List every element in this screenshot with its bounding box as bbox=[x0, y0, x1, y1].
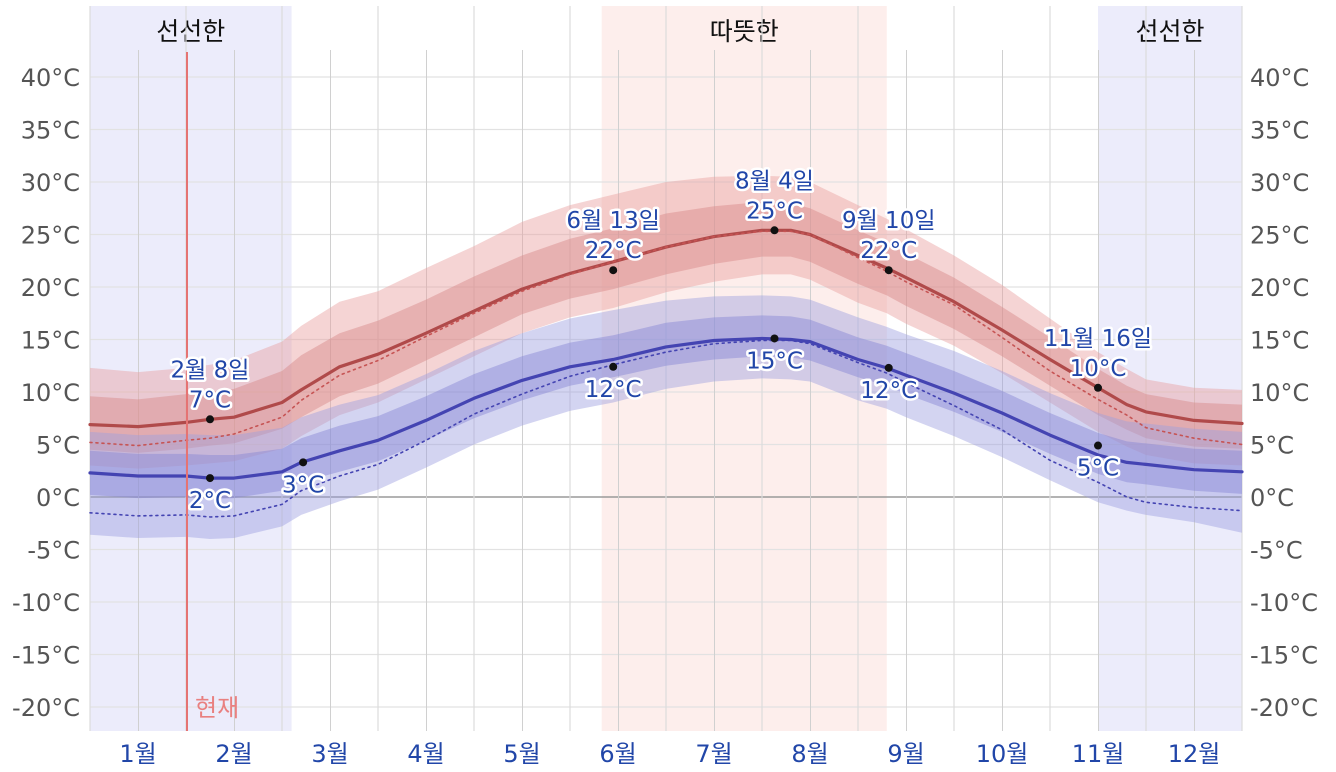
month-label: 8월 bbox=[791, 740, 828, 768]
y-tick-label: 0°C bbox=[36, 484, 80, 512]
highlight-point bbox=[206, 474, 214, 483]
month-label: 7월 bbox=[695, 740, 732, 768]
highlight-point bbox=[609, 266, 618, 275]
month-label: 11월 bbox=[1072, 740, 1125, 768]
annotation-label: 15°C bbox=[746, 348, 803, 374]
y-tick-label: -20°C bbox=[12, 694, 80, 722]
low_outer-band bbox=[90, 295, 1242, 539]
y-tick-label: -15°C bbox=[12, 642, 80, 670]
y-tick-label: -5°C bbox=[1250, 537, 1303, 565]
y-tick-label: 5°C bbox=[36, 432, 80, 460]
season-band bbox=[601, 6, 887, 731]
highlight-point bbox=[884, 363, 893, 372]
month-label: 4월 bbox=[407, 740, 444, 768]
y-tick-label: -5°C bbox=[27, 537, 80, 565]
y-axis-right: 40°C 35°C 30°C 25°C 20°C 15°C 10°C 5°C 0°C -5°C -1… bbox=[1250, 64, 1318, 722]
annotation-label: 8월 4일 bbox=[735, 168, 814, 194]
current-date-marker: 현재 bbox=[186, 52, 239, 731]
highlight-points bbox=[206, 226, 1102, 483]
grid-lines bbox=[89, 6, 1243, 731]
season-label: 선선한 bbox=[1135, 17, 1204, 46]
low-line bbox=[88, 336, 1244, 480]
annotation-label: 22°C bbox=[860, 238, 917, 264]
y-tick-label: 10°C bbox=[21, 379, 80, 407]
y-tick-label: 30°C bbox=[1250, 169, 1309, 197]
month-label: 3월 bbox=[311, 740, 348, 768]
high_outer-band bbox=[90, 175, 1242, 469]
y-axis-left: 40°C 35°C 30°C 25°C 20°C 15°C 10°C 5°C 0°C -5°C -1… bbox=[12, 64, 80, 722]
annotation-label: 12°C bbox=[860, 378, 917, 404]
highlight-point bbox=[884, 266, 893, 275]
highlight-point bbox=[206, 415, 214, 424]
highlight-point bbox=[770, 226, 779, 235]
low_dotted-line bbox=[89, 339, 1243, 518]
y-tick-label: -20°C bbox=[1250, 694, 1318, 722]
y-tick-label: 25°C bbox=[21, 222, 80, 250]
y-tick-label: 15°C bbox=[1250, 327, 1309, 355]
y-tick-label: 35°C bbox=[1250, 117, 1309, 145]
month-label: 9월 bbox=[887, 740, 924, 768]
annotation-label: 10°C bbox=[1070, 356, 1127, 382]
highlight-point bbox=[770, 334, 779, 343]
annotations: 2월 8일 7°C 2°C 3°C 6월 13일 22°C 12°C 8월 4일 25°C 15°… bbox=[168, 166, 1155, 517]
y-tick-label: 40°C bbox=[1250, 64, 1309, 92]
season-bands: 선선한 따뜻한 선선한 bbox=[90, 6, 1242, 731]
annotation-label: 12°C bbox=[585, 377, 642, 403]
current-label: 현재 bbox=[195, 694, 239, 722]
highlight-point bbox=[1094, 441, 1102, 450]
highlight-point bbox=[609, 362, 618, 371]
annotation-label: 3°C bbox=[282, 472, 324, 498]
month-label: 5월 bbox=[503, 740, 540, 768]
highlight-point bbox=[299, 458, 308, 467]
annotation-label: 2°C bbox=[189, 488, 231, 514]
y-tick-label: 0°C bbox=[1250, 484, 1294, 512]
highlight-point bbox=[1094, 383, 1102, 392]
y-tick-label: -10°C bbox=[12, 589, 80, 617]
y-tick-label: 5°C bbox=[1250, 432, 1294, 460]
month-label: 2월 bbox=[215, 740, 252, 768]
season-band bbox=[90, 6, 292, 731]
season-band bbox=[1098, 6, 1242, 731]
season-label: 선선한 bbox=[156, 17, 225, 46]
annotation-label: 2월 8일 bbox=[171, 357, 250, 383]
annotation-label: 9월 10일 bbox=[842, 208, 936, 234]
y-tick-label: 20°C bbox=[21, 274, 80, 302]
y-tick-label: -10°C bbox=[1250, 589, 1318, 617]
annotation-label: 7°C bbox=[189, 387, 231, 413]
annotation-label: 22°C bbox=[585, 238, 642, 264]
y-tick-label: 20°C bbox=[1250, 274, 1309, 302]
y-tick-label: 25°C bbox=[1250, 222, 1309, 250]
y-tick-label: 30°C bbox=[21, 169, 80, 197]
high_dotted-line bbox=[89, 230, 1243, 447]
annotation-label: 11월 16일 bbox=[1044, 326, 1152, 352]
temperature-lines bbox=[88, 228, 1244, 518]
annotation-label: 25°C bbox=[746, 198, 803, 224]
month-label: 12월 bbox=[1168, 740, 1221, 768]
y-tick-label: 35°C bbox=[21, 117, 80, 145]
x-axis-months: 1월 2월 3월 4월 5월 6월 7월 8월 9월 10월 11월 12월 bbox=[119, 740, 1220, 768]
annotation-label: 5°C bbox=[1077, 456, 1119, 482]
month-label: 6월 bbox=[599, 740, 636, 768]
low_inner-band bbox=[90, 315, 1242, 500]
temperature-ranges bbox=[90, 175, 1242, 539]
y-tick-label: -15°C bbox=[1250, 642, 1318, 670]
annotation-label: 6월 13일 bbox=[566, 208, 660, 234]
y-tick-label: 40°C bbox=[21, 64, 80, 92]
season-label: 따뜻한 bbox=[710, 17, 779, 46]
month-label: 1월 bbox=[119, 740, 156, 768]
month-label: 10월 bbox=[976, 740, 1029, 768]
y-tick-label: 15°C bbox=[21, 327, 80, 355]
y-tick-label: 10°C bbox=[1250, 379, 1309, 407]
high_inner-band bbox=[90, 201, 1242, 453]
